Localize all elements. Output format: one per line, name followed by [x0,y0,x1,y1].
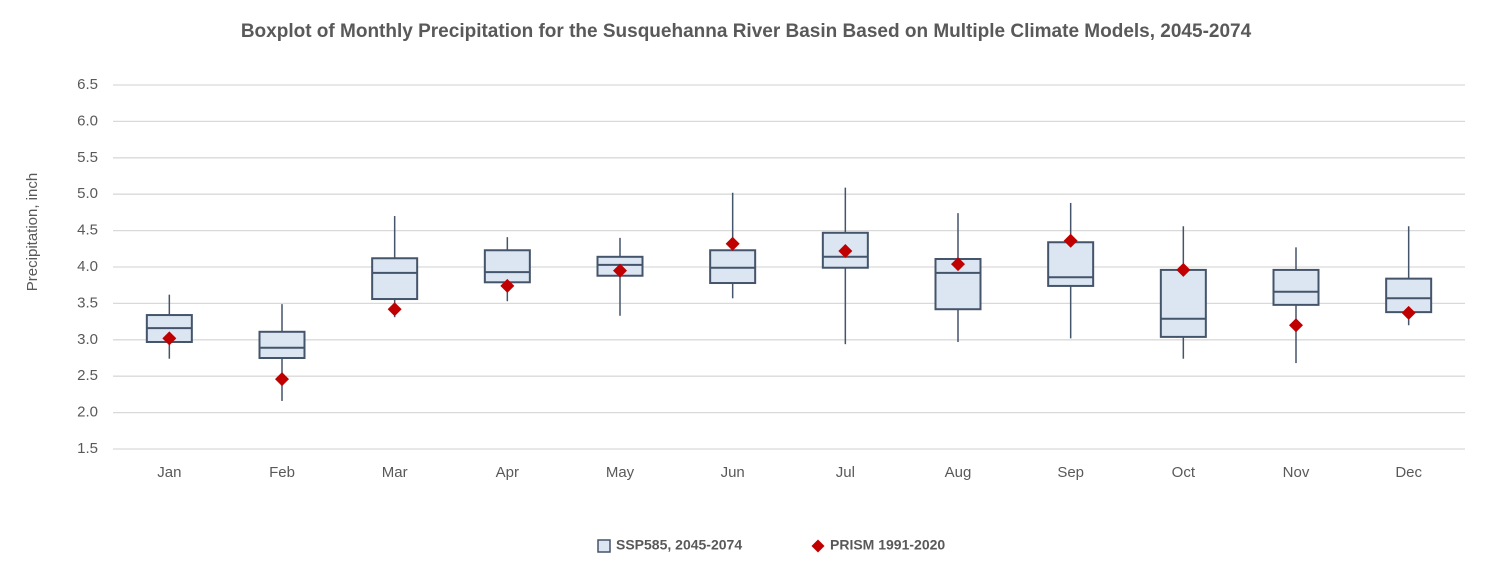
box [258,330,306,359]
prism-point [387,302,402,317]
box [483,249,531,284]
x-tick-label: Jul [836,464,855,481]
y-tick-label: 6.0 [77,112,98,129]
box [371,257,419,301]
prism-point [838,243,853,258]
y-tick-label: 3.0 [77,331,98,348]
legend-swatch [811,539,825,553]
prism-point [1289,318,1303,333]
x-tick-label: Sep [1057,464,1084,481]
x-tick-label: May [606,464,635,481]
legend-label: SSP585, 2045-2074 [616,537,742,553]
prism-point [275,372,289,387]
prism-point [500,278,515,293]
x-tick-label: Jun [721,464,745,481]
prism-point [1063,233,1078,248]
y-tick-label: 4.0 [77,258,98,275]
legend-swatch [597,539,611,553]
x-tick-label: Oct [1172,464,1196,481]
x-tick-label: Feb [269,464,295,481]
y-tick-label: 5.5 [77,149,98,166]
y-tick-label: 2.5 [77,367,98,384]
box [1159,268,1207,338]
y-tick-label: 2.0 [77,404,98,421]
y-tick-label: 3.5 [77,294,98,311]
prism-point [162,331,177,346]
prism-point [725,236,740,251]
x-tick-label: Mar [382,464,408,481]
x-tick-label: Dec [1395,464,1422,481]
x-tick-label: Nov [1283,464,1310,481]
y-axis-label: Precipitation, inch [24,173,41,291]
y-tick-label: 6.5 [77,76,98,93]
box [1272,268,1320,306]
y-tick-label: 5.0 [77,185,98,202]
chart-title: Boxplot of Monthly Precipitation for the… [241,21,1252,42]
prism-point [613,263,627,278]
y-tick-label: 4.5 [77,222,98,239]
x-tick-label: Apr [496,464,519,481]
x-tick-label: Aug [945,464,972,481]
x-tick-label: Jan [157,464,181,481]
prism-point [1401,305,1416,320]
prism-point [951,257,965,272]
box [709,249,757,285]
legend-label: PRISM 1991-2020 [830,537,945,553]
prism-point [1176,262,1191,277]
box [1047,241,1095,287]
y-tick-label: 1.5 [77,440,98,457]
